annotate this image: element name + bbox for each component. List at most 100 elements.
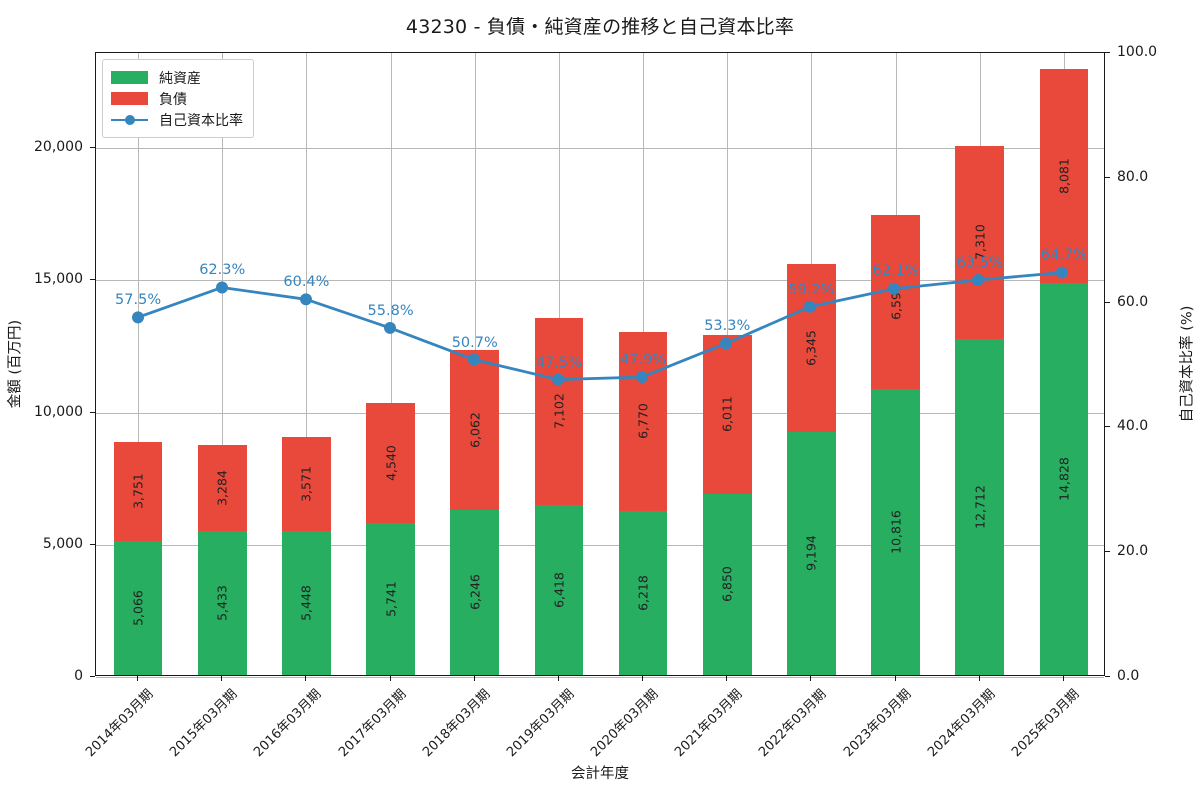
ratio-data-point[interactable]: [300, 293, 312, 306]
legend-line-marker-icon: [111, 113, 148, 126]
y-axis-right-tick-label: 20.0: [1117, 543, 1149, 560]
plot-area: 5,066 3,751 5,433 3,284 5,448 3,571 5,741 4,540…: [95, 52, 1105, 678]
y-axis-left-tick-label: 15,000: [34, 271, 83, 288]
y-axis-right-tick-label: 60.0: [1117, 293, 1149, 310]
bar-segment-equity[interactable]: 6,218: [618, 510, 668, 675]
bar-group[interactable]: 12,712 7,310: [955, 145, 1005, 675]
y-axis-left-tick-label: 10,000: [34, 403, 83, 420]
ratio-data-point[interactable]: [804, 300, 816, 313]
bar-group[interactable]: 5,433 3,284: [197, 444, 247, 675]
bar-segment-liabilities[interactable]: 3,751: [113, 441, 163, 542]
bar-segment-equity[interactable]: 10,816: [871, 389, 920, 675]
x-axis-tick-mark: [221, 676, 223, 681]
bar-segment-liabilities[interactable]: 7,310: [955, 145, 1005, 339]
x-axis-tick-label: 2022年03月期: [756, 686, 830, 761]
bar-segment-liabilities[interactable]: 6,062: [450, 349, 500, 510]
legend-label-liabilities: 負債: [159, 91, 187, 108]
ratio-data-point[interactable]: [216, 281, 228, 294]
bar-segment-liabilities[interactable]: 6,345: [787, 264, 836, 432]
gridline-vertical: [138, 53, 140, 675]
y-axis-right-tick-label: 100.0: [1117, 44, 1158, 60]
legend-swatch-liabilities-icon: [111, 92, 148, 105]
x-axis-tick-mark: [389, 676, 391, 681]
ratio-value-label: 47.9%: [620, 352, 667, 369]
bar-group[interactable]: 9,194 6,345: [787, 264, 836, 675]
x-axis-tick-label: 2017年03月期: [335, 686, 410, 761]
ratio-data-point[interactable]: [132, 311, 144, 324]
ratio-value-label: 62.3%: [199, 262, 246, 279]
ratio-line-series: [132, 266, 1068, 386]
ratio-data-point[interactable]: [972, 274, 984, 287]
x-axis-tick-mark: [1062, 676, 1064, 681]
y-axis-right-tick-label: 0.0: [1117, 668, 1140, 684]
ratio-data-point[interactable]: [468, 353, 480, 366]
bar-group[interactable]: 10,816 6,597: [871, 214, 920, 675]
y-axis-right-title: 自己資本比率 (%): [1179, 305, 1196, 423]
gridline-vertical: [390, 53, 392, 675]
chart-title: 43230 - 負債・純資産の推移と自己資本比率: [405, 16, 795, 38]
bar-group[interactable]: 5,448 3,571: [282, 436, 331, 675]
x-axis-tick-mark: [978, 676, 980, 681]
y-axis-right-tick-mark: [1105, 426, 1110, 428]
bar-group[interactable]: 6,418 7,102: [534, 317, 584, 675]
bar-group[interactable]: 6,850 6,011: [702, 334, 752, 675]
legend-label-equity-ratio: 自己資本比率: [159, 112, 243, 129]
bar-segment-equity[interactable]: 5,448: [282, 530, 331, 675]
bar-segment-liabilities[interactable]: 7,102: [534, 317, 584, 506]
gridline-horizontal: [96, 544, 1104, 546]
ratio-value-label: 47.5%: [535, 354, 582, 371]
y-axis-right-tick-mark: [1105, 52, 1110, 53]
gridline-vertical: [222, 53, 224, 675]
bar-segment-equity[interactable]: 14,828: [1039, 282, 1089, 675]
bar-group[interactable]: 5,066 3,751: [113, 441, 163, 675]
ratio-data-point[interactable]: [636, 371, 648, 384]
x-axis-tick-label: 2023年03月期: [840, 686, 915, 761]
x-axis-tick-label: 2020年03月期: [588, 686, 662, 761]
ratio-value-label: 53.3%: [704, 318, 751, 335]
bar-segment-equity[interactable]: 5,433: [197, 531, 247, 675]
x-axis-tick-label: 2014年03月期: [83, 686, 157, 761]
ratio-value-label: 57.5%: [115, 292, 162, 309]
ratio-data-point[interactable]: [888, 282, 900, 295]
ratio-value-label: 55.8%: [367, 302, 414, 319]
bar-segment-equity[interactable]: 12,712: [955, 338, 1005, 675]
y-axis-right-tick-mark: [1105, 676, 1110, 677]
ratio-value-label: 62.1%: [872, 263, 919, 280]
bar-segment-liabilities[interactable]: 8,081: [1039, 69, 1089, 283]
legend-item-equity: 純資産: [111, 67, 243, 88]
bar-group[interactable]: 5,741 4,540: [366, 403, 415, 675]
bar-group[interactable]: 14,828 8,081: [1039, 69, 1089, 675]
ratio-value-label: 64.7%: [1040, 247, 1087, 264]
y-axis-left-tick-mark: [90, 676, 95, 677]
bar-segment-liabilities[interactable]: 6,770: [618, 331, 668, 511]
bar-segment-equity[interactable]: 5,741: [366, 523, 415, 675]
x-axis-tick-mark: [137, 676, 139, 681]
y-axis-left-tick-mark: [90, 279, 95, 281]
bar-segment-liabilities[interactable]: 3,571: [282, 436, 331, 531]
ratio-line-path: [136, 271, 1064, 381]
gridline-horizontal: [96, 148, 1104, 150]
ratio-data-point[interactable]: [720, 337, 732, 350]
x-axis-tick-mark: [894, 676, 896, 681]
y-axis-left-tick-label: 20,000: [34, 139, 83, 156]
ratio-data-point[interactable]: [552, 373, 564, 386]
bar-segment-equity[interactable]: 5,066: [113, 541, 163, 675]
x-axis-tick-mark: [726, 676, 728, 681]
y-axis-right-tick-mark: [1105, 176, 1110, 178]
ratio-data-point[interactable]: [1056, 266, 1068, 279]
bar-segment-equity[interactable]: 6,850: [702, 493, 752, 675]
gridline-horizontal: [96, 412, 1104, 414]
bar-group[interactable]: 6,218 6,770: [618, 331, 668, 675]
bar-segment-liabilities[interactable]: 6,597: [871, 214, 920, 390]
x-axis-tick-mark: [642, 676, 644, 681]
bar-segment-equity[interactable]: 6,418: [534, 505, 584, 675]
bar-segment-equity[interactable]: 6,246: [450, 509, 500, 675]
bar-segment-equity[interactable]: 9,194: [787, 431, 836, 675]
bar-segment-liabilities[interactable]: 4,540: [366, 403, 415, 524]
bar-segment-liabilities[interactable]: 3,284: [197, 444, 247, 532]
y-axis-left-tick-mark: [90, 411, 95, 413]
bar-segment-liabilities[interactable]: 6,011: [702, 334, 752, 494]
ratio-data-point[interactable]: [384, 321, 396, 334]
gridline-horizontal: [96, 280, 1104, 282]
bar-group[interactable]: 6,246 6,062: [450, 349, 500, 675]
